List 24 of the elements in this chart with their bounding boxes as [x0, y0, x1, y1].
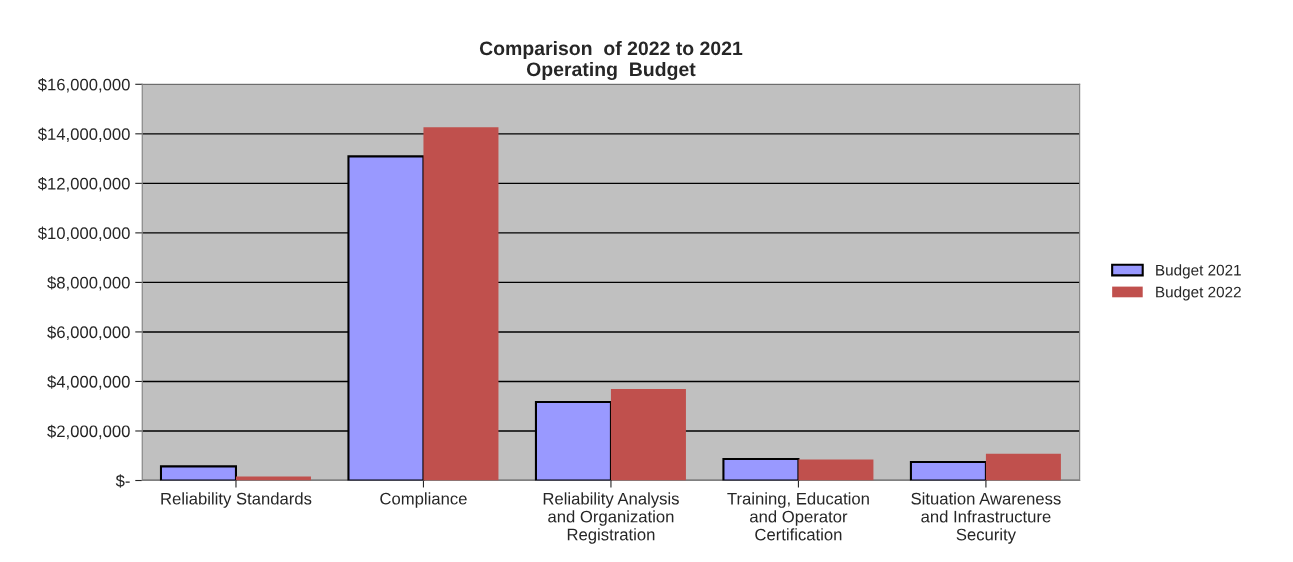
bar — [798, 459, 874, 481]
x-tick-label: Situation Awareness and Infrastructure Security — [911, 492, 1061, 544]
bar — [985, 453, 1061, 481]
bar — [159, 465, 238, 481]
x-tick-label: Compliance — [380, 492, 467, 508]
bar — [722, 457, 800, 481]
bar — [423, 127, 499, 481]
y-tick-label: $6,000,000 — [47, 325, 130, 341]
x-tick-label: Training, Education and Operator Certification — [727, 492, 869, 541]
y-tick-label: $2,000,000 — [47, 424, 130, 440]
y-tick-label: $8,000,000 — [47, 276, 130, 291]
legend-label: Budget 2022 — [1156, 286, 1241, 301]
y-tick-label: $16,000,000 — [37, 78, 130, 93]
y-tick-label: $14,000,000 — [37, 127, 130, 142]
bar — [610, 388, 686, 481]
y-tick-label: $4,000,000 — [47, 375, 130, 390]
legend-label: Budget 2021 — [1156, 264, 1241, 279]
bar — [909, 460, 987, 481]
x-tick-label: Reliability Analysis and Organization Registration — [543, 492, 679, 544]
y-tick-label: $12,000,000 — [37, 177, 130, 192]
x-tick-label: Reliability Standards — [161, 492, 312, 508]
chart-title: Comparison of 2022 to 2021 Operating Budget — [479, 40, 743, 81]
y-tick-label: $10,000,000 — [37, 226, 130, 242]
y-tick-label: $- — [115, 474, 130, 488]
